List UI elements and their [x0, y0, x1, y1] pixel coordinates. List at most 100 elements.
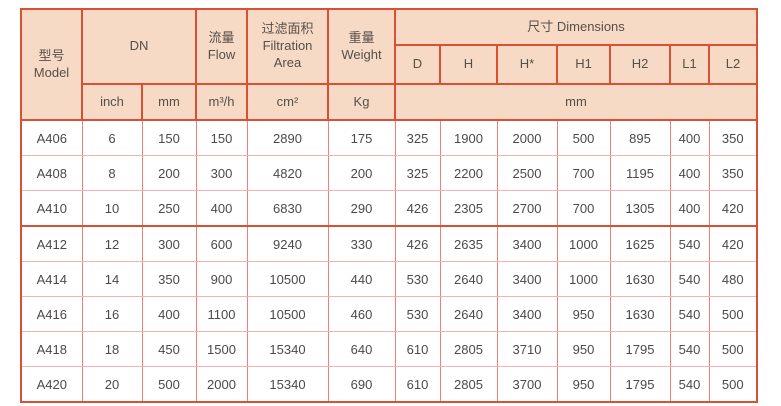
cell-weight: 460 — [327, 296, 396, 332]
table-row: A420 20 500 2000 15340 690 610 2805 3700 950 1795 5… — [20, 366, 758, 403]
cell-dn-mm: 300 — [141, 225, 197, 262]
cell-dn-inch: 20 — [81, 366, 143, 403]
cell-dim-l1: 540 — [669, 366, 710, 403]
cell-dim-h2: 1630 — [609, 296, 671, 332]
cell-filtration-area: 9240 — [246, 225, 329, 262]
cell-dim-h-star: 3710 — [496, 331, 558, 367]
cell-dn-inch: 14 — [81, 261, 143, 297]
table-header: 型号 Model DN 流量 Flow 过滤面积 Filtration Area… — [20, 8, 759, 121]
cell-model: A418 — [20, 331, 83, 367]
cell-flow: 1100 — [195, 296, 248, 332]
cell-dn-mm: 400 — [141, 296, 197, 332]
cell-dn-mm: 200 — [141, 155, 197, 191]
table-row: A418 18 450 1500 15340 640 610 2805 3710 950 1795 5… — [20, 331, 758, 367]
cell-flow: 900 — [195, 261, 248, 297]
cell-dim-l2: 420 — [708, 225, 758, 262]
cell-filtration-area: 2890 — [246, 119, 329, 156]
cell-dim-h1: 500 — [556, 119, 611, 156]
header-dim-l2: L2 — [707, 44, 759, 85]
cell-dim-h: 2640 — [439, 261, 498, 297]
cell-weight: 290 — [327, 190, 396, 227]
cell-weight: 690 — [327, 366, 396, 403]
cell-model: A420 — [20, 366, 83, 403]
cell-weight: 640 — [327, 331, 396, 367]
cell-filtration-area: 15340 — [246, 331, 329, 367]
cell-dim-h: 2305 — [439, 190, 498, 227]
table-row: A414 14 350 900 10500 440 530 2640 3400 1000 1630 5… — [20, 261, 758, 297]
cell-dim-h1: 700 — [556, 155, 611, 191]
cell-dim-l2: 350 — [708, 119, 758, 156]
cell-dim-h: 2805 — [439, 366, 498, 403]
cell-dim-h2: 1305 — [609, 190, 671, 227]
cell-dim-l2: 420 — [708, 190, 758, 227]
table-row: A416 16 400 1100 10500 460 530 2640 3400 950 1630 5… — [20, 296, 758, 332]
cell-model: A406 — [20, 119, 83, 156]
header-dimensions: 尺寸 Dimensions — [393, 8, 759, 46]
cell-dim-d: 325 — [394, 155, 441, 191]
cell-flow: 400 — [195, 190, 248, 227]
unit-dn-inch: inch — [81, 83, 143, 121]
cell-dim-d: 426 — [394, 190, 441, 227]
unit-area: cm² — [246, 83, 329, 121]
cell-dim-h: 2200 — [439, 155, 498, 191]
cell-dim-l2: 350 — [708, 155, 758, 191]
cell-dim-l1: 540 — [669, 331, 710, 367]
cell-dim-h: 2805 — [439, 331, 498, 367]
cell-dim-h-star: 3400 — [496, 296, 558, 332]
cell-dn-inch: 6 — [81, 119, 143, 156]
cell-dim-h-star: 2000 — [496, 119, 558, 156]
cell-dim-l1: 540 — [669, 296, 710, 332]
unit-flow: m³/h — [195, 83, 248, 121]
table-row: A406 6 150 150 2890 175 325 1900 2000 500 895 400 35… — [20, 119, 758, 156]
cell-dn-mm: 250 — [141, 190, 197, 227]
cell-dim-h2: 895 — [609, 119, 671, 156]
unit-dn-mm: mm — [141, 83, 197, 121]
cell-filtration-area: 10500 — [246, 261, 329, 297]
cell-dim-l1: 400 — [669, 190, 710, 227]
cell-dim-h-star: 2700 — [496, 190, 558, 227]
table-body: A406 6 150 150 2890 175 325 1900 2000 500 895 400 35… — [20, 119, 758, 403]
cell-dim-d: 530 — [394, 296, 441, 332]
cell-dim-l2: 500 — [708, 331, 758, 367]
header-dim-h2: H2 — [609, 44, 671, 85]
cell-dim-l1: 540 — [669, 261, 710, 297]
cell-dim-l1: 540 — [669, 225, 710, 262]
unit-weight: Kg — [327, 83, 396, 121]
cell-filtration-area: 4820 — [246, 155, 329, 191]
cell-dim-d: 426 — [394, 225, 441, 262]
cell-dim-h: 2640 — [439, 296, 498, 332]
cell-dim-h2: 1795 — [609, 366, 671, 403]
cell-flow: 150 — [195, 119, 248, 156]
cell-dim-h-star: 3400 — [496, 225, 558, 262]
table-row: A410 10 250 400 6830 290 426 2305 2700 700 1305 400… — [20, 190, 758, 227]
table-row: A408 8 200 300 4820 200 325 2200 2500 700 1195 400 3… — [20, 155, 758, 191]
cell-dim-h2: 1795 — [609, 331, 671, 367]
cell-dim-h1: 1000 — [556, 261, 611, 297]
cell-dim-l1: 400 — [669, 155, 710, 191]
cell-flow: 1500 — [195, 331, 248, 367]
header-flow: 流量 Flow — [195, 8, 248, 85]
cell-dim-l2: 480 — [708, 261, 758, 297]
cell-flow: 300 — [195, 155, 248, 191]
cell-dim-h-star: 3400 — [496, 261, 558, 297]
cell-dim-l2: 500 — [708, 296, 758, 332]
unit-dimensions: mm — [393, 83, 759, 121]
cell-dim-h1: 950 — [556, 331, 611, 367]
header-dim-d: D — [394, 44, 441, 85]
cell-dim-d: 610 — [394, 366, 441, 403]
cell-dn-inch: 10 — [81, 190, 143, 227]
cell-dn-inch: 12 — [81, 225, 143, 262]
cell-weight: 175 — [327, 119, 396, 156]
cell-dim-h1: 950 — [556, 296, 611, 332]
header-row-units: inch mm m³/h cm² Kg mm — [21, 83, 759, 121]
table-row: A412 12 300 600 9240 330 426 2635 3400 1000 1625 54… — [20, 225, 758, 262]
header-dim-h1: H1 — [556, 44, 611, 85]
cell-dim-h2: 1625 — [609, 225, 671, 262]
cell-dim-h1: 700 — [556, 190, 611, 227]
cell-dim-l2: 500 — [708, 366, 758, 403]
cell-model: A414 — [20, 261, 83, 297]
cell-dim-h-star: 3700 — [496, 366, 558, 403]
header-row-1: 型号 Model DN 流量 Flow 过滤面积 Filtration Area… — [20, 8, 759, 121]
cell-weight: 330 — [327, 225, 396, 262]
